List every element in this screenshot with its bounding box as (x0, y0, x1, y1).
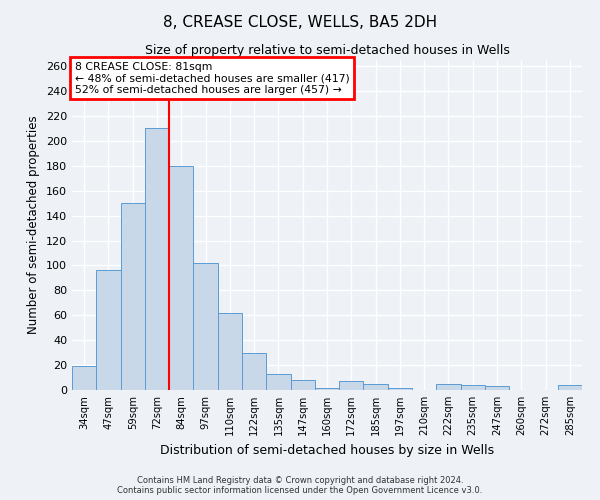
Bar (388, 388, 412, 390)
Bar (315, 388, 339, 390)
Bar (96, 270, 121, 390)
Bar (145, 128, 169, 390)
Bar (169, 166, 193, 390)
Text: 8 CREASE CLOSE: 81sqm
← 48% of semi-detached houses are smaller (417)
52% of sem: 8 CREASE CLOSE: 81sqm ← 48% of semi-deta… (74, 62, 349, 95)
Bar (266, 374, 290, 390)
Bar (436, 384, 461, 390)
Bar (242, 352, 266, 390)
Bar (218, 313, 242, 390)
Bar (193, 263, 218, 390)
X-axis label: Distribution of semi-detached houses by size in Wells: Distribution of semi-detached houses by … (160, 444, 494, 456)
Y-axis label: Number of semi-detached properties: Number of semi-detached properties (28, 116, 40, 334)
Bar (461, 385, 485, 390)
Bar (339, 382, 364, 390)
Bar (558, 385, 582, 390)
Bar (364, 384, 388, 390)
Bar (290, 380, 315, 390)
Text: 8, CREASE CLOSE, WELLS, BA5 2DH: 8, CREASE CLOSE, WELLS, BA5 2DH (163, 15, 437, 30)
Bar (121, 203, 145, 390)
Bar (485, 386, 509, 390)
Bar (72, 366, 96, 390)
Title: Size of property relative to semi-detached houses in Wells: Size of property relative to semi-detach… (145, 44, 509, 58)
Text: Contains HM Land Registry data © Crown copyright and database right 2024.
Contai: Contains HM Land Registry data © Crown c… (118, 476, 482, 495)
